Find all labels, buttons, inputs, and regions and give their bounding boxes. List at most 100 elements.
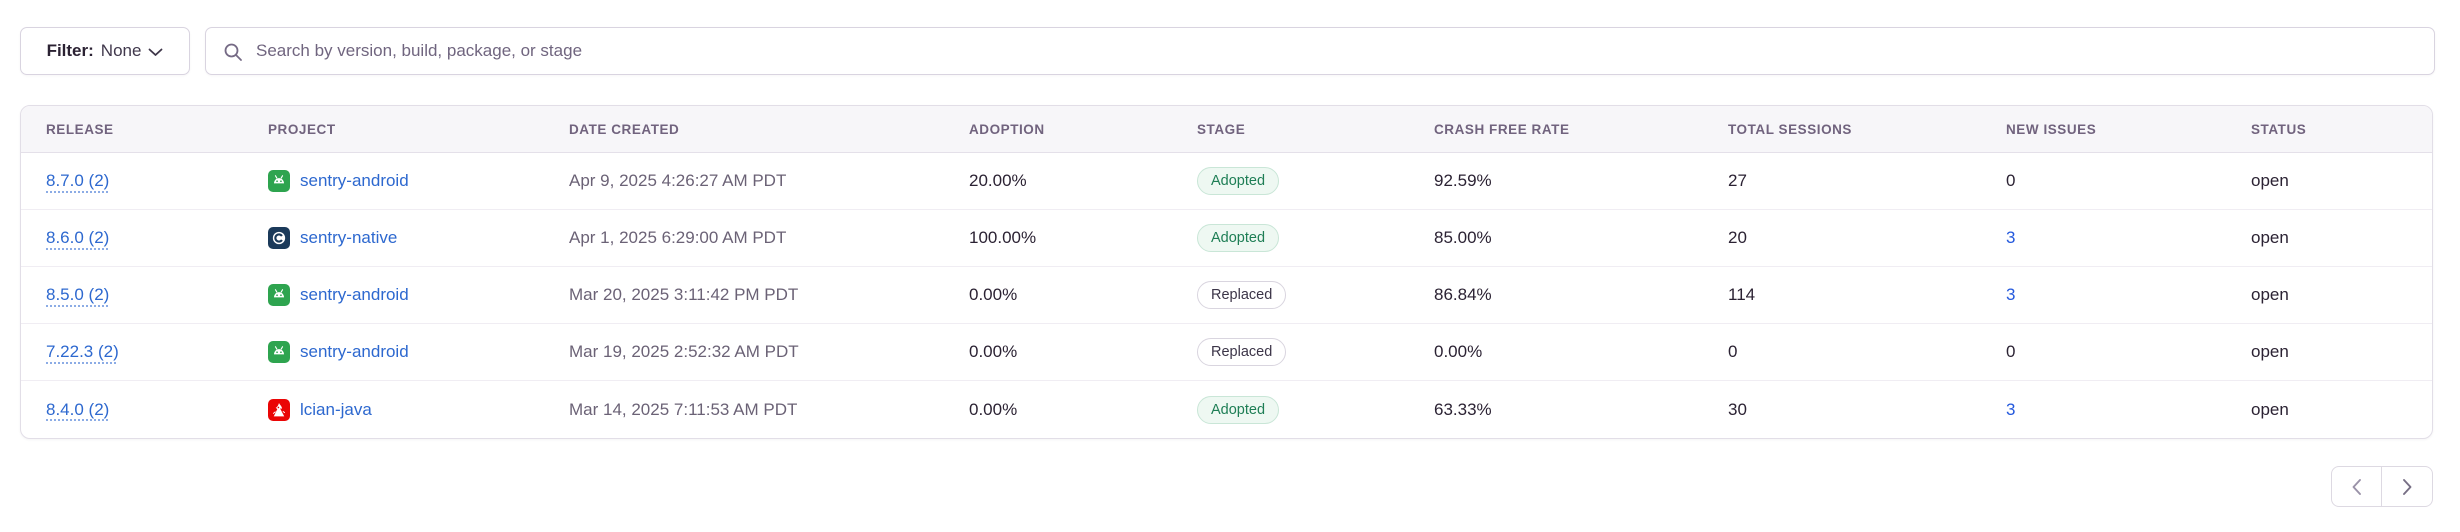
project-cell: lcian-java (268, 381, 569, 438)
chevron-down-icon (149, 48, 163, 56)
column-header-adoption: ADOPTION (969, 121, 1045, 137)
column-header-status: STATUS (2251, 121, 2307, 137)
stage-cell: Adopted (1197, 153, 1434, 209)
column-header-stage: STAGE (1197, 121, 1246, 137)
project-link[interactable]: lcian-java (300, 399, 372, 419)
total-sessions-value: 0 (1728, 342, 1738, 361)
adoption-value: 0.00% (969, 399, 1018, 419)
total-sessions-value: 27 (1728, 171, 1747, 190)
new-issues-cell: 0 (2006, 324, 2251, 380)
new-issues-cell: 3 (2006, 381, 2251, 438)
date-created-value: Apr 1, 2025 6:29:00 AM PDT (569, 228, 787, 247)
release-link[interactable]: 8.7.0 (2) (46, 171, 110, 190)
status-value: open (2251, 228, 2289, 247)
column-header-date-created: DATE CREATED (569, 121, 680, 137)
status-value: open (2251, 285, 2289, 304)
previous-page-button[interactable] (2331, 466, 2382, 507)
toolbar: Filter: None (20, 27, 2435, 75)
status-value: open (2251, 399, 2289, 419)
date-created-value: Mar 19, 2025 2:52:32 AM PDT (569, 342, 799, 361)
new-issues-value: 0 (2006, 342, 2016, 361)
new-issues-cell: 3 (2006, 210, 2251, 266)
status-value: open (2251, 171, 2289, 190)
next-page-button[interactable] (2382, 466, 2433, 507)
stage-badge: Adopted (1197, 224, 1280, 252)
stage-cell: Replaced (1197, 324, 1434, 380)
filter-label: Filter: (46, 41, 94, 60)
android-icon (268, 170, 290, 192)
adoption-value: 0.00% (969, 342, 1018, 361)
crash-free-rate-value: 86.84% (1434, 285, 1492, 304)
release-cell: 8.5.0 (2) (21, 267, 268, 323)
table-body: 8.7.0 (2) sentry-android Apr 9, 2025 4:2… (21, 153, 2432, 438)
release-cell: 8.7.0 (2) (21, 153, 268, 209)
release-link[interactable]: 7.22.3 (2) (46, 342, 119, 361)
stage-cell: Replaced (1197, 267, 1434, 323)
date-created-value: Apr 9, 2025 4:26:27 AM PDT (569, 171, 787, 190)
stage-badge: Replaced (1197, 281, 1287, 309)
project-cell: sentry-android (268, 153, 569, 209)
date-created-value: Mar 20, 2025 3:11:42 PM PDT (569, 285, 799, 304)
stage-badge: Replaced (1197, 338, 1287, 366)
total-sessions-value: 114 (1728, 285, 1756, 304)
project-link[interactable]: sentry-android (300, 171, 409, 190)
android-icon (268, 284, 290, 306)
crash-free-rate-value: 0.00% (1434, 342, 1483, 361)
new-issues-value[interactable]: 3 (2006, 399, 2016, 419)
table-row: 8.5.0 (2) sentry-android Mar 20, 2025 3:… (21, 267, 2432, 324)
filter-value: None (100, 41, 142, 60)
release-cell: 8.4.0 (2) (21, 381, 268, 438)
search-input[interactable] (206, 28, 2434, 74)
total-sessions-value: 20 (1728, 228, 1747, 247)
release-link[interactable]: 8.5.0 (2) (46, 285, 110, 304)
status-value: open (2251, 342, 2289, 361)
project-link[interactable]: sentry-native (300, 228, 398, 247)
release-link[interactable]: 8.6.0 (2) (46, 228, 110, 247)
new-issues-value[interactable]: 3 (2006, 285, 2016, 304)
crash-free-rate-value: 92.59% (1434, 171, 1492, 190)
stage-cell: Adopted (1197, 381, 1434, 438)
table-row: 8.6.0 (2) sentry-native Apr 1, 2025 6:29… (21, 210, 2432, 267)
date-created-value: Mar 14, 2025 7:11:53 AM PDT (569, 399, 798, 419)
project-cell: sentry-android (268, 267, 569, 323)
release-cell: 8.6.0 (2) (21, 210, 268, 266)
adoption-value: 20.00% (969, 171, 1027, 190)
table-row: 7.22.3 (2) sentry-android Mar 19, 2025 2… (21, 324, 2432, 381)
chevron-right-icon (2402, 478, 2411, 495)
table-row: 8.4.0 (2) lcian-java Mar 14, 2025 7:11:5… (21, 381, 2432, 438)
stage-cell: Adopted (1197, 210, 1434, 266)
stage-badge: Adopted (1197, 395, 1280, 424)
project-link[interactable]: sentry-android (300, 342, 409, 361)
column-header-project: PROJECT (268, 121, 336, 137)
pagination (2331, 466, 2433, 507)
column-header-new-issues: NEW ISSUES (2006, 121, 2097, 137)
project-link[interactable]: sentry-android (300, 285, 409, 304)
release-cell: 7.22.3 (2) (21, 324, 268, 380)
java-icon (268, 398, 290, 421)
new-issues-cell: 0 (2006, 153, 2251, 209)
filter-dropdown-button[interactable]: Filter: None (20, 27, 190, 75)
column-header-crash-free-rate: CRASH FREE RATE (1434, 121, 1570, 137)
adoption-value: 0.00% (969, 285, 1018, 304)
table-row: 8.7.0 (2) sentry-android Apr 9, 2025 4:2… (21, 153, 2432, 210)
stage-badge: Adopted (1197, 167, 1280, 195)
chevron-left-icon (2352, 478, 2361, 495)
crash-free-rate-value: 85.00% (1434, 228, 1492, 247)
table-header-row: RELEASE PROJECT DATE CREATED ADOPTION STAGE C… (21, 106, 2432, 153)
new-issues-cell: 3 (2006, 267, 2251, 323)
search-bar (205, 27, 2435, 75)
releases-table: RELEASE PROJECT DATE CREATED ADOPTION STAGE C… (20, 105, 2433, 439)
crash-free-rate-value: 63.33% (1434, 399, 1492, 419)
adoption-value: 100.00% (969, 228, 1037, 247)
total-sessions-value: 30 (1728, 399, 1747, 419)
project-cell: sentry-android (268, 324, 569, 380)
column-header-release: RELEASE (46, 121, 114, 137)
c-icon (268, 227, 290, 249)
android-icon (268, 341, 290, 363)
new-issues-value[interactable]: 3 (2006, 228, 2016, 247)
column-header-total-sessions: TOTAL SESSIONS (1728, 121, 1852, 137)
release-link[interactable]: 8.4.0 (2) (46, 399, 110, 419)
new-issues-value: 0 (2006, 171, 2016, 190)
search-icon (224, 43, 242, 61)
